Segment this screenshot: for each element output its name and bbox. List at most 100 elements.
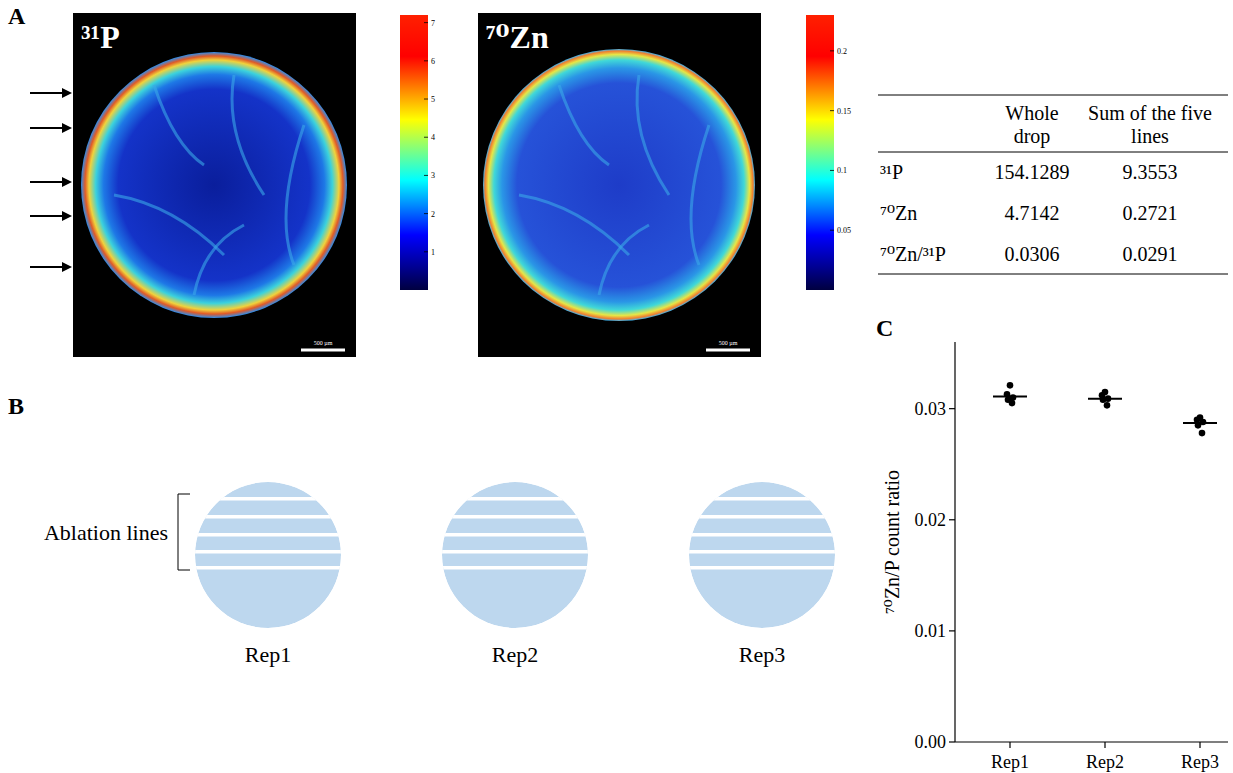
arrow-shaft (30, 181, 64, 183)
table-cell: 0.0306 (1005, 243, 1060, 265)
arrow-shaft (30, 92, 64, 94)
scale-bar-label: 500 µm (314, 340, 333, 346)
table-rule (878, 152, 1228, 153)
map-bottom (478, 340, 761, 357)
data-point (1194, 416, 1201, 423)
bracket (178, 494, 190, 570)
ablation-line (442, 515, 588, 519)
table-rule (878, 95, 1228, 96)
scale-bar-label: 500 µm (719, 340, 738, 346)
colorbar-tick-label: 3 (431, 171, 435, 180)
arrow-head (62, 123, 72, 133)
header-line: drop (1014, 125, 1051, 148)
panel-label: C (876, 315, 893, 341)
y-tick (949, 408, 955, 409)
bracket-label: Ablation lines (44, 520, 168, 545)
data-point (1009, 400, 1016, 407)
drop (81, 52, 347, 318)
arrow (30, 262, 72, 272)
header-line: lines (1131, 125, 1169, 147)
colorbar-tick (830, 110, 834, 111)
figure: ABC³¹P500 µm1234567⁷⁰Zn500 µm0.050.10.15… (0, 0, 1233, 773)
ablation-line (195, 515, 341, 519)
colorbar-tick-label: 5 (431, 95, 435, 104)
colorbar-tick (424, 175, 428, 176)
table-cell: 9.3553 (1123, 161, 1178, 183)
y-tick-label: 0.02 (915, 510, 947, 530)
vein (154, 85, 204, 165)
vein (599, 225, 649, 295)
y-axis-title: ⁷⁰Zn/P count ratio (881, 470, 903, 614)
colorbar-tick-label: 1 (431, 248, 435, 257)
row-label: ⁷⁰Zn/³¹P (880, 243, 946, 265)
colorbar-tick (830, 170, 834, 171)
colorbar-tick-label: 0.15 (837, 107, 851, 116)
data-point (1100, 396, 1107, 403)
y-tick-label: 0.03 (915, 399, 947, 419)
colorbar-tick (424, 213, 428, 214)
table-rule (878, 274, 1228, 275)
vein (519, 195, 629, 255)
y-axis (954, 342, 955, 742)
drop (689, 482, 835, 628)
colorbar-tick (424, 22, 428, 23)
colorbar (806, 15, 834, 290)
map-title: ⁷⁰Zn (486, 19, 549, 55)
arrow-shaft (30, 266, 64, 268)
replicate-label: Rep3 (739, 642, 785, 667)
y-tick-label: 0.00 (915, 732, 947, 752)
colorbar-tick (424, 99, 428, 100)
vein (286, 125, 304, 265)
ablation-line (442, 550, 588, 554)
ablation-line (195, 566, 341, 570)
column-header: Wholedrop (1005, 102, 1058, 148)
vein (637, 75, 669, 195)
panel-label: A (8, 3, 26, 29)
drop (483, 49, 755, 321)
arrow (30, 88, 72, 98)
ablation-line (195, 533, 341, 537)
drop (442, 482, 588, 628)
panel-label: B (8, 393, 24, 419)
ablation-line (442, 533, 588, 537)
mean-line (1088, 398, 1122, 400)
marks (993, 382, 1217, 436)
table-cell: 0.0291 (1123, 243, 1178, 265)
colorbar-tick (830, 230, 834, 231)
colorbar-tick (424, 251, 428, 252)
arrow-shaft (30, 215, 64, 217)
colorbar-tick-label: 0.05 (837, 226, 851, 235)
ablation-line (689, 515, 835, 519)
map-background (73, 13, 356, 357)
mean-line (993, 395, 1027, 397)
vein (559, 85, 609, 165)
scale-bar (301, 349, 345, 352)
data-point (1104, 402, 1111, 409)
x-tick (1009, 742, 1010, 748)
replicate-drop (195, 482, 341, 628)
arrow (30, 211, 72, 221)
element-map: ³¹P500 µm1234567 (73, 13, 435, 357)
vein (232, 75, 264, 195)
map-title: ³¹P (81, 19, 120, 55)
x-tick (1199, 742, 1200, 748)
vein (691, 125, 709, 265)
ablation-line (689, 566, 835, 570)
y-tick (949, 630, 955, 631)
table: WholedropSum of the fivelines³¹P154.1289… (878, 95, 1228, 274)
x-tick-label: Rep3 (1181, 752, 1219, 772)
mean-line (1183, 422, 1217, 424)
table-cell: 0.2721 (1123, 202, 1178, 224)
map-background (478, 13, 761, 357)
ablation-line (195, 550, 341, 554)
arrow (30, 177, 72, 187)
ablation-line (689, 550, 835, 554)
arrow (30, 123, 72, 133)
replicate-label: Rep1 (245, 642, 291, 667)
row-label: ³¹P (880, 161, 903, 183)
dot-plot: 0.000.010.020.03⁷⁰Zn/P count ratioRep1Re… (881, 342, 1228, 772)
vein (194, 225, 244, 295)
colorbar-tick (830, 50, 834, 51)
colorbar-tick-label: 0.2 (837, 47, 847, 56)
y-tick (949, 519, 955, 520)
